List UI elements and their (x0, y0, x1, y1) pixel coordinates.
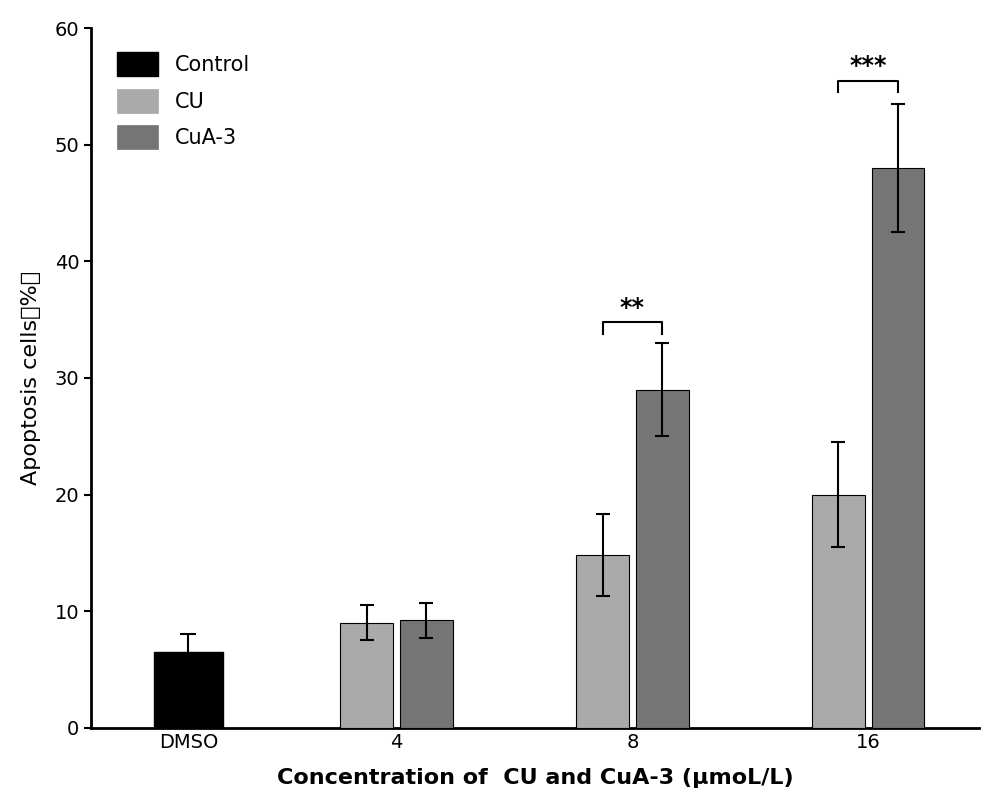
Bar (154, 652, 223, 727)
Text: **: ** (620, 296, 645, 320)
Bar (340, 623, 393, 727)
Bar (576, 555, 629, 727)
X-axis label: Concentration of  CU and CuA-3 (μmoL/L): Concentration of CU and CuA-3 (μmoL/L) (277, 769, 794, 788)
Bar (636, 390, 689, 727)
Text: ***: *** (849, 54, 887, 78)
Y-axis label: Apoptosis cells（%）: Apoptosis cells（%） (21, 271, 41, 485)
Legend: Control, CU, CuA-3: Control, CU, CuA-3 (111, 46, 257, 155)
Bar (872, 168, 924, 727)
Bar (400, 621, 453, 727)
Bar (812, 494, 865, 727)
